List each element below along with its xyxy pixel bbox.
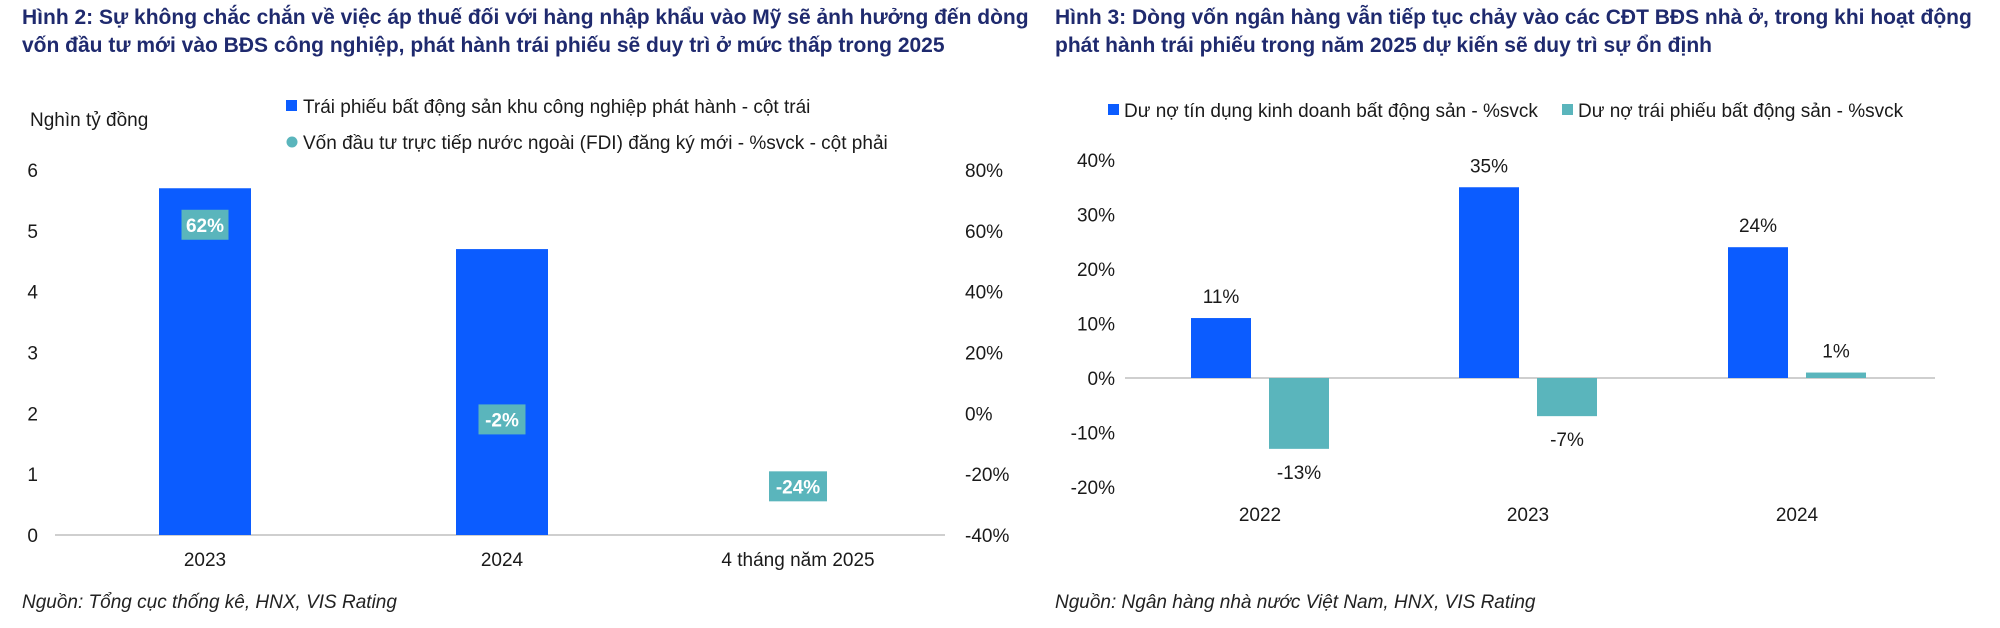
figure-3-panel: Hình 3: Dòng vốn ngân hàng vẫn tiếp tục … (1030, 0, 2000, 628)
y-tick-label: 30% (1077, 206, 1115, 227)
left-tick-label: 0 (27, 526, 38, 547)
fdi-data-label: 62% (186, 216, 224, 237)
y-tick-label: -10% (1071, 424, 1115, 445)
figure-2-chart: Nghìn tỷ đồng 0 1 2 3 4 5 6 -40% -20% 0% 20% 40% 60% 8… (27, 97, 1009, 571)
right-tick-label: 20% (965, 344, 1003, 365)
left-tick-label: 5 (27, 222, 38, 243)
figure-2-panel: Hình 2: Sự không chắc chắn về việc áp th… (22, 6, 1029, 613)
figure-3-chart: Dư nợ tín dụng kinh doanh bất động sản -… (1071, 101, 1935, 526)
legend-marker-bond (1562, 104, 1573, 115)
bar-bond (1269, 378, 1329, 449)
data-label: -13% (1277, 463, 1321, 484)
legend-label-bond: Dư nợ trái phiếu bất động sản - %svck (1578, 101, 1904, 122)
x-tick-label: 2022 (1239, 505, 1281, 526)
fdi-label-box (181, 209, 229, 240)
right-tick-label: 0% (965, 404, 993, 425)
bar-credit (1191, 318, 1251, 378)
legend-marker-credit (1108, 104, 1119, 115)
x-tick-label: 4 tháng năm 2025 (721, 550, 874, 571)
figure-2-title: Hình 2: Sự không chắc chắn về việc áp th… (22, 6, 1029, 57)
legend-marker-fdi (286, 136, 298, 148)
left-tick-label: 2 (27, 404, 38, 425)
left-tick-label: 3 (27, 344, 38, 365)
right-tick-label: -20% (965, 465, 1009, 486)
bar-bond (1537, 378, 1597, 417)
left-tick-label: 6 (27, 161, 38, 182)
x-tick-label: 2023 (184, 550, 226, 571)
y-tick-label: 20% (1077, 260, 1115, 281)
left-tick-label: 1 (27, 465, 38, 486)
bar-bond (1806, 372, 1866, 378)
x-tick-label: 2024 (481, 550, 524, 571)
figure-3-source: Nguồn: Ngân hàng nhà nước Việt Nam, HNX,… (1055, 592, 1536, 613)
right-tick-label: 80% (965, 161, 1003, 182)
y-tick-label: 10% (1077, 315, 1115, 336)
legend-label-bonds: Trái phiếu bất động sản khu công nghiệp … (303, 97, 810, 118)
fdi-label-box (769, 471, 827, 502)
left-tick-label: 4 (27, 283, 38, 304)
figure-3-title: Hình 3: Dòng vốn ngân hàng vẫn tiếp tục … (1055, 6, 1972, 57)
fdi-data-label: -2% (485, 410, 519, 431)
y-tick-label: 40% (1077, 151, 1115, 172)
legend-label-fdi: Vốn đầu tư trực tiếp nước ngoài (FDI) đă… (303, 133, 888, 154)
right-tick-label: -40% (965, 526, 1009, 547)
y-tick-label: -20% (1071, 478, 1115, 499)
bar-credit (1459, 187, 1519, 378)
bar-bonds (456, 249, 548, 536)
fdi-label-box (478, 404, 526, 435)
right-tick-label: 60% (965, 222, 1003, 243)
fdi-data-label: -24% (776, 477, 820, 498)
data-label: 11% (1203, 287, 1240, 308)
y-axis-title: Nghìn tỷ đồng (30, 110, 148, 131)
legend-label-credit: Dư nợ tín dụng kinh doanh bất động sản -… (1124, 101, 1538, 122)
bar-credit (1728, 247, 1788, 378)
data-label: -7% (1550, 430, 1584, 451)
y-tick-label: 0% (1088, 369, 1116, 390)
legend-marker-bonds (286, 100, 297, 111)
data-label: 24% (1739, 216, 1777, 237)
figure-2-source: Nguồn: Tổng cục thống kê, HNX, VIS Ratin… (22, 592, 397, 613)
data-label: 35% (1470, 156, 1508, 177)
right-tick-label: 40% (965, 283, 1003, 304)
x-tick-label: 2024 (1776, 505, 1819, 526)
bar-bonds (159, 188, 251, 535)
data-label: 1% (1822, 342, 1850, 363)
x-tick-label: 2023 (1507, 505, 1549, 526)
